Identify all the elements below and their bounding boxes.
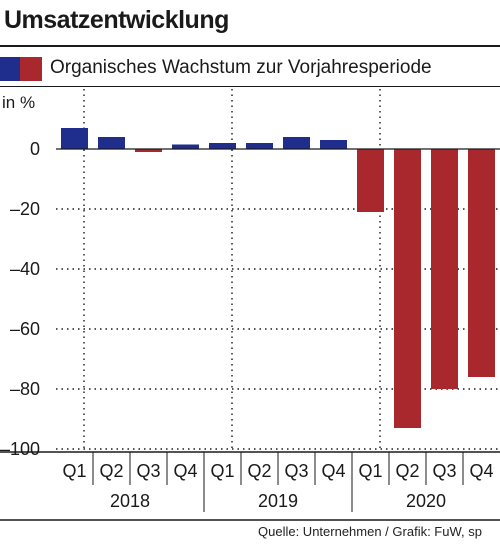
bar-8 [320,140,347,149]
bar-1 [61,128,88,149]
bar-2 [98,137,125,149]
y-tick-label: –60 [10,319,40,339]
chart-title: Umsatzentwicklung [4,6,229,34]
bar-12 [468,149,495,377]
bar-6 [246,143,273,149]
legend-swatch-negative [20,57,42,81]
bar-11 [431,149,458,389]
year-label: 2019 [258,491,298,511]
x-tick-label: Q3 [284,461,308,481]
x-tick-label: Q4 [321,461,345,481]
y-tick-label: 0 [30,139,40,159]
x-tick-label: Q2 [247,461,271,481]
bar-9 [357,149,384,212]
x-tick-label: Q1 [358,461,382,481]
x-tick-label: Q4 [469,461,493,481]
x-tick-label: Q1 [62,461,86,481]
title-rule [0,45,500,47]
x-tick-label: Q1 [210,461,234,481]
bar-10 [394,149,421,428]
bar-5 [209,143,236,149]
bar-7 [283,137,310,149]
x-tick-label: Q3 [432,461,456,481]
bar-3 [135,149,162,152]
bar-chart: in % 0 –20 –40 –60 –80 –100 Q1 Q2 Q3 Q4 Q1 Q2 Q3 Q4 Q1 Q… [0,89,500,521]
x-tick-label: Q2 [395,461,419,481]
y-tick-label: –100 [0,439,40,459]
x-tick-label: Q2 [99,461,123,481]
y-tick-label: –20 [10,199,40,219]
year-label: 2018 [110,491,150,511]
legend-label: Organisches Wachstum zur Vorjahresperiod… [50,57,432,78]
bar-4 [172,144,199,149]
source-note: Quelle: Unternehmen / Grafik: FuW, sp [258,524,482,539]
x-tick-label: Q4 [173,461,197,481]
legend-swatch-positive [0,57,20,81]
year-label: 2020 [406,491,446,511]
x-tick-label: Q3 [136,461,160,481]
y-axis-label: in % [2,93,35,112]
y-tick-label: –80 [10,379,40,399]
legend-rule [0,86,500,87]
y-tick-label: –40 [10,259,40,279]
